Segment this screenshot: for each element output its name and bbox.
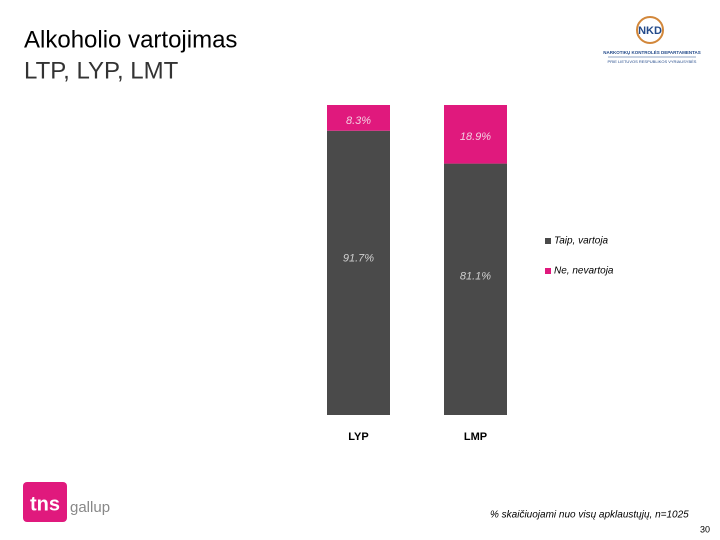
value-label: 8.3% (346, 115, 371, 127)
legend-label: Ne, nevartoja (554, 266, 614, 277)
logo-box (23, 482, 67, 522)
footnote: % skaičiuojami nuo visų apklaustųjų, n=1… (490, 510, 689, 521)
slide-subtitle: LTP, LYP, LMT (24, 57, 179, 84)
bar-segment (444, 105, 507, 164)
legend-swatch (545, 238, 551, 244)
legend-swatch (545, 268, 551, 274)
plot: 91.7% 8.3% LYP 81.1% 18.9% LMP Taip, vartoja Ne… (327, 105, 614, 443)
logo-text: PRIE LIETUVOS RESPUBLIKOS VYRIAUSYBĖS (608, 59, 697, 64)
brand: tns (30, 493, 60, 515)
value-label: 81.1% (460, 271, 491, 283)
bar-segment (327, 105, 390, 131)
value-label: 18.9% (460, 131, 491, 143)
bar-segment (327, 130, 390, 416)
logo-mark: NKD (638, 25, 662, 37)
page-number: 30 (700, 524, 710, 534)
value-label: 91.7% (343, 253, 374, 265)
bar-segment (444, 163, 507, 415)
x-tick-label: LYP (348, 431, 368, 443)
nkd-logo: NKD NARKOTIKŲ KONTROLĖS DEPARTAMENTAS PR… (603, 16, 701, 64)
logo-ring (636, 16, 664, 44)
x-tick-label: LMP (464, 431, 487, 443)
slide-title: Alkoholio vartojimas (24, 26, 237, 53)
tns-logo: tns gallup (23, 482, 110, 522)
brand-suffix: gallup (70, 499, 110, 516)
logo-text: NARKOTIKŲ KONTROLĖS DEPARTAMENTAS (603, 49, 701, 55)
legend-label: Taip, vartoja (554, 236, 609, 247)
